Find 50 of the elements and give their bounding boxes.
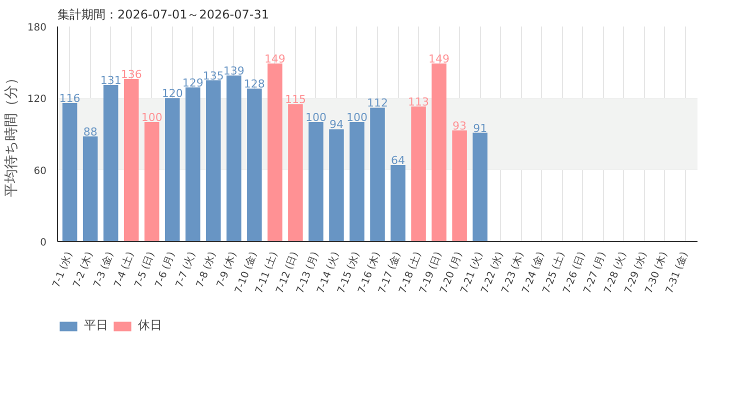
data-label: 116 [59, 92, 80, 105]
data-label: 129 [182, 76, 204, 90]
y-tick-label: 180 [27, 22, 47, 34]
data-label: 100 [346, 111, 368, 124]
data-label: 93 [452, 119, 467, 132]
bar [82, 136, 98, 242]
y-tick-label: 60 [34, 166, 47, 177]
y-axis-title: 平均待ち時間（分） [3, 71, 20, 197]
data-label: 115 [284, 93, 306, 106]
data-label: 128 [244, 78, 265, 91]
bar [350, 122, 364, 242]
bar [247, 88, 262, 242]
bar [144, 122, 160, 242]
legend-label: 休日 [138, 317, 162, 334]
y-tick-label: 120 [27, 94, 47, 106]
bar [186, 87, 200, 242]
data-label: 139 [223, 64, 244, 78]
bar [268, 64, 282, 242]
data-label: 136 [120, 68, 142, 82]
data-label: 149 [264, 52, 286, 66]
data-label: 112 [367, 96, 388, 110]
legend-label: 平日 [84, 317, 108, 334]
bar [206, 80, 221, 242]
bar [472, 132, 488, 242]
data-label: 64 [391, 154, 406, 168]
data-label: 100 [141, 111, 162, 124]
data-label: 113 [408, 96, 430, 109]
data-label: 131 [100, 74, 122, 88]
bar [124, 79, 139, 242]
data-label: 149 [428, 52, 450, 66]
bar [432, 64, 446, 242]
chart-title: 集計期間：2026-07-01～2026-07-31 [58, 8, 269, 22]
data-label: 100 [305, 111, 326, 124]
data-label: 120 [162, 87, 183, 100]
bar [62, 102, 78, 242]
bar [411, 106, 426, 242]
bar [164, 98, 180, 242]
data-label: 94 [329, 118, 344, 132]
bar [370, 108, 385, 242]
data-label: 91 [473, 122, 488, 135]
bar [329, 129, 344, 242]
bar [452, 130, 467, 242]
bar [308, 122, 324, 242]
y-tick-label: 0 [40, 238, 47, 248]
data-label: 135 [202, 69, 224, 82]
data-label: 88 [83, 125, 98, 138]
bar [103, 85, 118, 242]
bar [288, 104, 303, 242]
bar [226, 75, 242, 242]
bar [390, 165, 406, 242]
